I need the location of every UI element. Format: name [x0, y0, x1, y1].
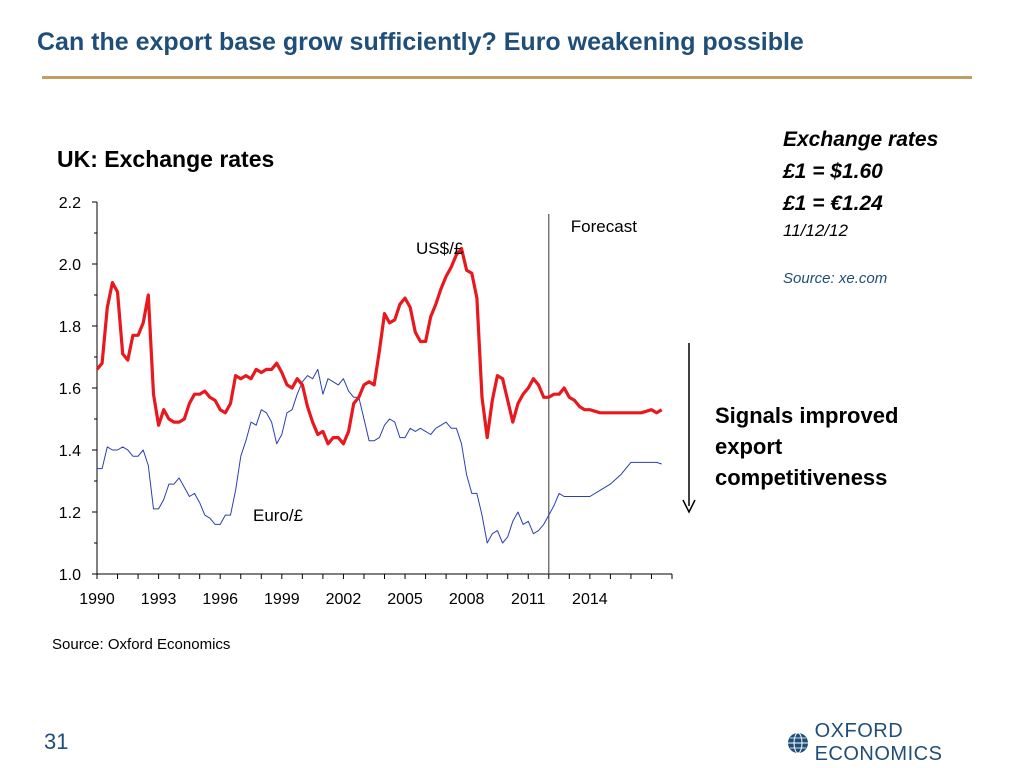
- euro-series-label: Euro/£: [253, 506, 304, 525]
- euro-series-line: [97, 368, 662, 544]
- y-tick-label: 1.2: [59, 505, 81, 522]
- usd-series-line: [95, 246, 663, 446]
- signals-line-2: export: [715, 434, 783, 459]
- eur-rate: £1 = €1.24: [783, 192, 883, 215]
- usd-series-label: US$/£: [416, 239, 464, 258]
- y-tick-label: 2.0: [59, 257, 81, 274]
- chart-title: UK: Exchange rates: [57, 146, 275, 172]
- down-arrow-icon: [682, 499, 696, 514]
- signals-line-1: Signals improved: [715, 403, 899, 428]
- x-tick-label: 1993: [141, 591, 177, 608]
- usd-rate: £1 = $1.60: [783, 160, 883, 183]
- globe-icon: [788, 732, 808, 754]
- x-tick-label: 2005: [387, 591, 423, 608]
- exchange-rate-info: Exchange rates £1 = $1.60 £1 = €1.24 11/…: [783, 124, 938, 287]
- x-tick-label: 1996: [202, 591, 238, 608]
- x-tick-label: 2011: [511, 591, 546, 608]
- title-divider: [42, 76, 972, 79]
- y-tick-label: 2.2: [59, 195, 81, 212]
- rate-date: 11/12/12: [783, 221, 848, 240]
- slide-title: Can the export base grow sufficiently? E…: [37, 28, 804, 56]
- info-heading: Exchange rates: [783, 128, 939, 151]
- rate-source: Source: xe.com: [783, 270, 888, 287]
- x-tick-label: 2014: [572, 591, 608, 608]
- y-tick-label: 1.4: [59, 443, 81, 460]
- logo-text: OXFORD ECONOMICS: [814, 720, 943, 765]
- x-tick-label: 2008: [449, 591, 485, 608]
- x-tick-label: 2002: [326, 591, 362, 608]
- y-tick-label: 1.0: [59, 567, 81, 584]
- y-tick-label: 1.6: [59, 381, 81, 398]
- y-tick-label: 1.8: [59, 319, 81, 336]
- oxford-economics-logo: OXFORD ECONOMICS: [786, 720, 1024, 766]
- x-tick-label: 1999: [264, 591, 300, 608]
- signals-text: Signals improved export competitiveness: [715, 400, 898, 493]
- chart-source: Source: Oxford Economics: [52, 636, 231, 653]
- signals-line-3: competitiveness: [715, 465, 888, 490]
- page-number: 31: [44, 729, 69, 754]
- forecast-label: Forecast: [571, 217, 637, 236]
- x-tick-label: 1990: [79, 591, 115, 608]
- exchange-rate-chart: 1.0 1.2 1.4 1.6 1.8 2.0 2.2 1990 1993 1996 1999 200…: [59, 195, 696, 608]
